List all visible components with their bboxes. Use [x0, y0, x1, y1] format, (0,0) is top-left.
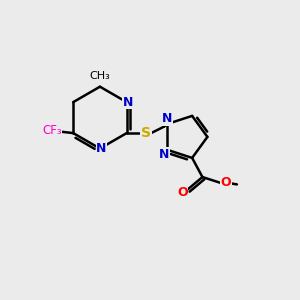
Text: O: O	[177, 186, 188, 199]
Text: N: N	[123, 96, 134, 109]
Text: N: N	[159, 148, 169, 161]
Text: CH₃: CH₃	[90, 70, 110, 80]
Text: N: N	[162, 112, 172, 125]
Text: S: S	[141, 126, 151, 140]
Text: N: N	[96, 142, 106, 155]
Text: O: O	[221, 176, 231, 189]
Text: CF₃: CF₃	[42, 124, 62, 136]
